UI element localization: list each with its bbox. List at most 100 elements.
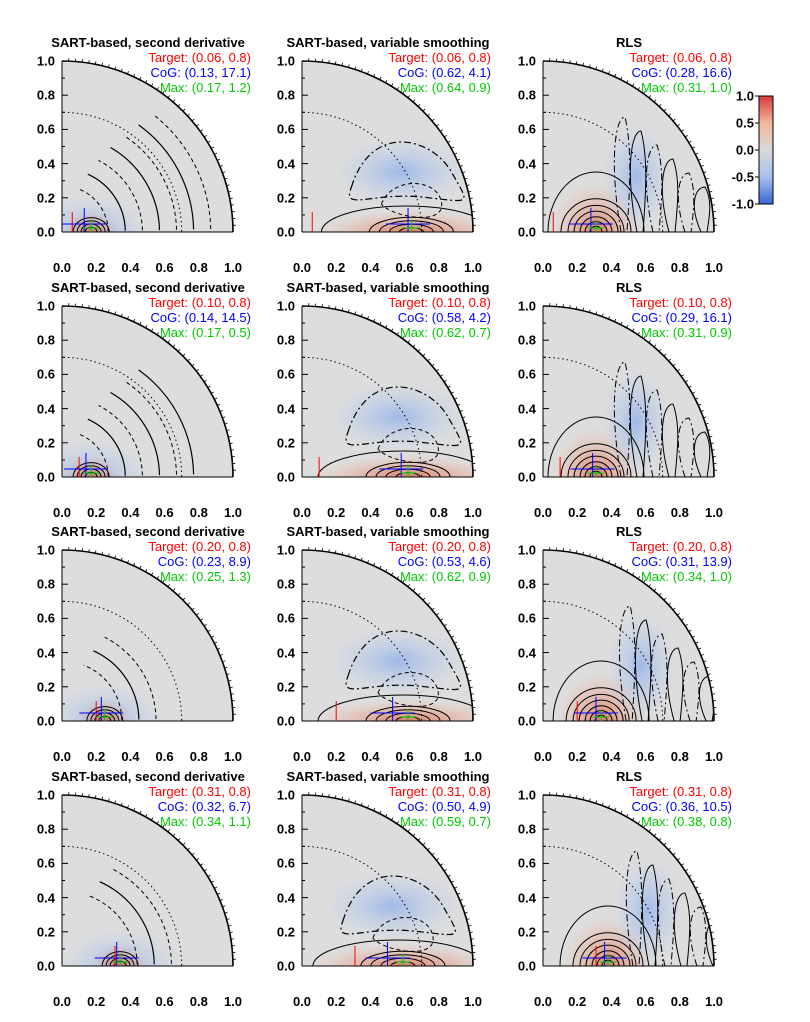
boundary-tick [440,129,444,132]
contour-dashed [345,630,462,691]
boundary-tick [620,565,623,569]
contour-solid [110,391,161,476]
boundary-tick [462,905,466,908]
y-tick-label: 0.0 [517,713,536,729]
contour-solid [72,462,110,477]
x-tick-label: 0.0 [292,505,312,520]
x-tick-label: 0.6 [395,505,414,520]
x-tick-label: 0.2 [568,749,587,764]
x-tick-label: 0.2 [327,505,346,520]
boundary-tick [133,73,136,77]
boundary-tick [447,140,451,143]
boundary-tick [443,623,447,627]
boundary-tick [466,918,470,920]
x-tick-label: 0.4 [602,505,621,520]
boundary-tick [222,905,226,908]
y-tick-label: 1.0 [517,542,536,558]
x-tick-label: 1.0 [223,749,243,764]
boundary-tick [172,344,176,348]
contour-solid [560,443,632,477]
cog-annotation: CoG: (0.36, 10.5) [631,799,732,814]
reference-arc [542,356,664,477]
boundary-tick [575,550,578,554]
boundary-tick [114,800,117,804]
boundary-tick [133,562,136,566]
max-annotation: Max: (0.34, 1.1) [159,814,251,829]
contour-solid [693,186,711,232]
boundary-tick [373,807,376,811]
boundary-tick [402,335,405,339]
x-tick-label: 0.2 [87,505,106,520]
x-tick-label: 0.6 [636,505,655,520]
contour-solid [93,650,140,720]
contour-solid [101,951,139,966]
boundary-tick [700,410,704,412]
max-annotation: Max: (0.31, 0.9) [640,325,732,340]
boundary-tick [692,635,696,638]
boundary-tick [177,837,181,841]
boundary-tick [698,892,702,895]
x-tick-label: 0.8 [189,994,208,1009]
boundary-tick [341,62,344,66]
boundary-tick [436,368,439,372]
contour-solid [110,146,161,231]
boundary-tick [94,795,97,799]
max-annotation: Max: (0.34, 1.0) [640,569,732,584]
reference-arc [61,845,183,966]
x-tick-label: 0.4 [361,994,380,1009]
y-tick-label: 0.8 [276,87,295,103]
cog-annotation: CoG: (0.50, 4.9) [397,799,491,814]
boundary-tick [454,152,458,155]
boundary-tick [214,886,218,889]
x-tick-label: 1.0 [463,749,483,764]
boundary-tick [94,550,97,554]
contour-solid [138,124,195,230]
boundary-tick [632,328,635,332]
contour-dashed [650,633,668,721]
boundary-tick [354,66,357,70]
outer-boundary [542,60,715,233]
boundary-tick [222,416,226,419]
boundary-tick [668,847,672,851]
boundary-tick [354,555,357,559]
boundary-tick [114,311,117,315]
boundary-tick [468,679,472,682]
boundary-tick [431,607,435,611]
boundary-tick [462,416,466,419]
boundary-tick [145,813,148,817]
contour-dashed [111,868,172,964]
contour-dashed [340,875,456,936]
x-tick-label: 0.6 [636,749,655,764]
boundary-tick [684,379,688,383]
colorbar-tick-label: 0.5 [735,115,754,131]
boundary-tick [354,800,357,804]
boundary-tick [226,429,230,431]
target-annotation: Target: (0.20, 0.8) [148,539,251,554]
boundary-tick [108,64,110,68]
y-tick-label: 0.2 [36,679,55,695]
boundary-tick [187,113,191,117]
boundary-tick [348,309,350,313]
panel-title: SART-based, second derivative [51,769,245,784]
contour-dashed [677,417,695,477]
contour-solid [661,158,679,232]
reference-arc [542,845,664,966]
y-tick-label: 0.0 [36,469,55,485]
x-tick-label: 0.8 [189,749,208,764]
boundary-tick [443,379,447,383]
blue-lobe [601,367,672,477]
contour-dashed [613,116,631,232]
boundary-tick [224,177,228,180]
boundary-tick [663,108,667,112]
contour-solid [693,431,711,477]
y-tick-label: 0.0 [36,713,55,729]
contour-dashed [645,144,663,232]
max-annotation: Max: (0.38, 0.8) [640,814,732,829]
boundary-tick [379,321,382,325]
target-annotation: Target: (0.10, 0.8) [148,295,251,310]
contour-dashed [104,636,157,720]
outer-boundary [301,305,474,478]
reference-arc [61,600,183,721]
contour-dashed [123,380,177,475]
boundary-tick [698,647,702,650]
